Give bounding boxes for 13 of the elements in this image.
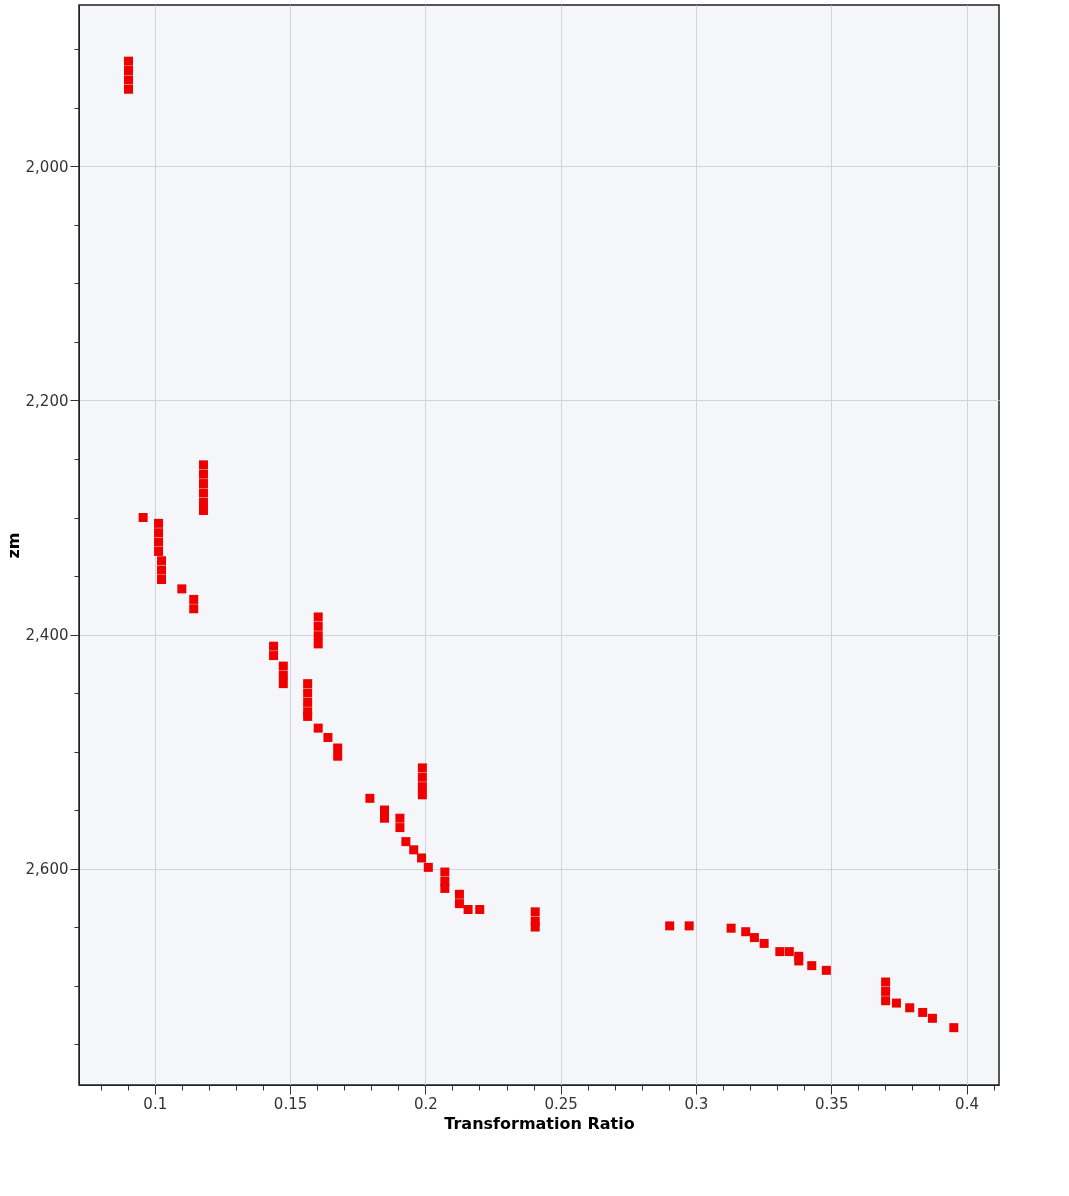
- y-tick-label: 2,600: [25, 860, 69, 879]
- x-tick-label: 0.4: [955, 1094, 979, 1113]
- x-tick-label: 0.1: [143, 1094, 168, 1113]
- y-tick-label: 2,400: [25, 626, 69, 645]
- x-axis-title: Transformation Ratio: [444, 1113, 635, 1133]
- x-tick-label: 0.2: [413, 1094, 438, 1113]
- y-axis-title: zm: [3, 532, 23, 559]
- x-tick-label: 0.35: [815, 1094, 849, 1113]
- x-tick-label: 0.3: [684, 1094, 709, 1113]
- x-tick-label: 0.25: [544, 1094, 578, 1113]
- y-tick-label: 2,200: [25, 391, 69, 410]
- x-tick-label: 0.15: [273, 1094, 308, 1113]
- y-tick-label: 2,000: [25, 157, 69, 176]
